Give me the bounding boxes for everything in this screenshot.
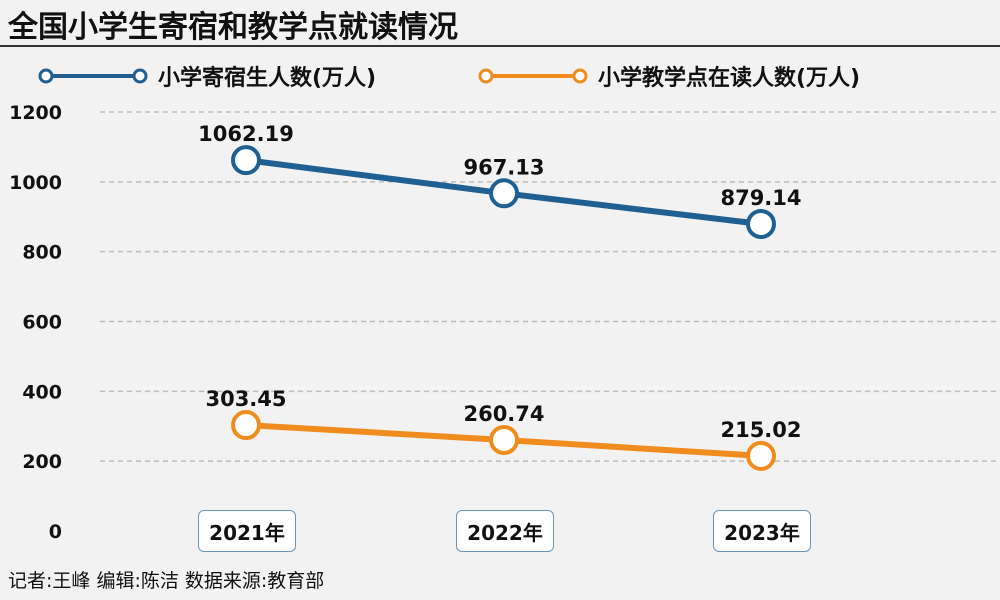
y-tick-label: 1000 (9, 172, 62, 194)
y-tick-label: 200 (22, 451, 62, 473)
data-label: 967.13 (463, 155, 544, 179)
data-point (746, 209, 776, 240)
y-tick-label: 400 (22, 381, 62, 403)
data-point (746, 440, 776, 471)
x-tick-label: 2021年 (198, 510, 296, 552)
data-point (489, 178, 519, 209)
data-label: 215.02 (720, 418, 801, 442)
y-tick-label: 800 (22, 242, 62, 264)
x-tick-label: 2022年 (456, 510, 554, 552)
data-point (231, 145, 261, 176)
legend-line-marker-orange (478, 68, 588, 84)
data-point (489, 424, 519, 455)
legend-label-boarding: 小学寄宿生人数(万人) (158, 66, 377, 91)
legend-line-marker-blue (38, 68, 148, 84)
credit-line: 记者:王峰 编辑:陈洁 数据来源:教育部 (8, 570, 325, 592)
data-point (231, 410, 261, 441)
data-label: 1062.19 (198, 122, 294, 146)
legend-item-teaching-point: 小学教学点在读人数(万人) (478, 58, 860, 94)
y-tick-label: 600 (22, 312, 62, 334)
y-tick-label: 1200 (9, 102, 62, 124)
legend-label-teaching-point: 小学教学点在读人数(万人) (598, 66, 861, 91)
x-tick-label: 2023年 (713, 510, 811, 552)
data-label: 879.14 (720, 186, 801, 210)
y-tick-label: 0 (49, 521, 62, 543)
data-label: 260.74 (463, 402, 544, 426)
data-label: 303.45 (205, 387, 286, 411)
chart-title: 全国小学生寄宿和教学点就读情况 (8, 10, 458, 45)
legend-item-boarding: 小学寄宿生人数(万人) (38, 58, 376, 94)
title-divider (0, 45, 1000, 47)
